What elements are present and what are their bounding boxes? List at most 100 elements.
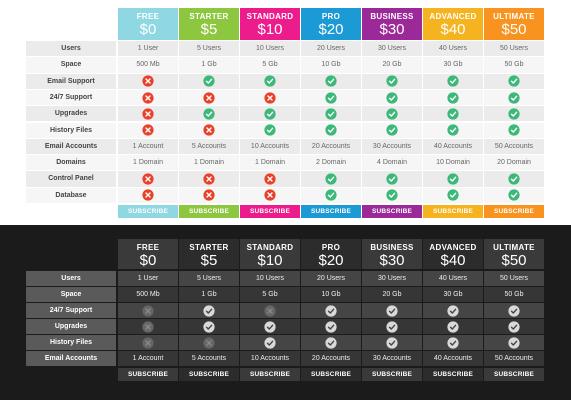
subscribe-button[interactable]: SUBSCRIBE [484, 205, 544, 218]
cross-icon [118, 106, 178, 122]
feature-label: Space [26, 57, 116, 73]
subscribe-button[interactable]: SUBSCRIBE [423, 205, 483, 218]
feature-row-upgrades: Upgrades [26, 106, 546, 122]
cross-icon [118, 187, 178, 203]
cross-icon [118, 335, 178, 350]
plan-price: $30 [379, 252, 405, 269]
subscribe-button[interactable]: SUBSCRIBE [362, 368, 422, 381]
feature-value: 10 Accounts [240, 138, 300, 155]
plan-header-starter: STARTER $5 [179, 8, 239, 40]
plan-name: PRO [321, 243, 341, 252]
check-icon [423, 89, 483, 106]
feature-row-users: Users 1 User 5 Users 10 Users 20 Users 30 Use… [26, 271, 546, 286]
feature-value: 50 Users [484, 41, 544, 57]
dark-pricing-table: FREE $0 STARTER $5 STANDARD $10 PRO $20 BUSINESS… [0, 225, 571, 400]
feature-row-space: Space 500 Mb 1 Gb 5 Gb 10 Gb 20 Gb 30 Gb 50 Gb [26, 57, 546, 73]
plan-name: BUSINESS [370, 12, 414, 21]
subscribe-button[interactable]: SUBSCRIBE [179, 205, 239, 218]
feature-label: Control Panel [26, 171, 116, 187]
feature-value: 500 Mb [118, 57, 178, 73]
cross-icon [118, 89, 178, 106]
feature-label: Upgrades [26, 319, 116, 334]
check-icon [484, 335, 544, 350]
feature-value: 20 Users [301, 271, 361, 286]
plan-price: $20 [318, 252, 344, 269]
plan-name: ULTIMATE [493, 243, 535, 252]
feature-label: Email Accounts [26, 351, 116, 366]
feature-row-users: Users 1 User 5 Users 10 Users 20 Users 30 Use… [26, 41, 546, 57]
subscribe-button[interactable]: SUBSCRIBE [301, 368, 361, 381]
feature-value: 30 Accounts [362, 138, 422, 155]
cross-icon [179, 89, 239, 106]
cross-icon [240, 89, 300, 106]
check-icon [240, 335, 300, 350]
feature-value: 5 Gb [240, 57, 300, 73]
check-icon [240, 319, 300, 334]
check-icon [423, 171, 483, 187]
subscribe-button[interactable]: SUBSCRIBE [118, 205, 178, 218]
feature-label: Users [26, 41, 116, 57]
feature-value: 500 Mb [118, 287, 178, 302]
plan-price: $5 [200, 21, 218, 38]
check-icon [362, 122, 422, 138]
feature-value: 30 Gb [423, 287, 483, 302]
feature-row-24-7-support: 24/7 Support [26, 303, 546, 318]
feature-value: 20 Gb [362, 287, 422, 302]
plan-price: $40 [440, 252, 466, 269]
check-icon [179, 73, 239, 89]
feature-row-control-panel: Control Panel [26, 171, 546, 187]
check-icon [423, 106, 483, 122]
plan-header-business: BUSINESS $30 [362, 8, 422, 40]
plan-header-starter: STARTER $5 [179, 239, 239, 269]
feature-value: 10 Gb [301, 57, 361, 73]
feature-label: Upgrades [26, 106, 116, 122]
subscribe-button[interactable]: SUBSCRIBE [240, 368, 300, 381]
cross-icon [179, 187, 239, 203]
cross-icon [240, 171, 300, 187]
feature-value: 40 Users [423, 41, 483, 57]
check-icon [362, 106, 422, 122]
feature-row-history-files: History Files [26, 335, 546, 350]
feature-row-24-7-support: 24/7 Support [26, 89, 546, 106]
check-icon [301, 106, 361, 122]
feature-value: 10 Domain [423, 155, 483, 171]
plan-price: $0 [139, 21, 157, 38]
feature-value: 10 Accounts [240, 351, 300, 366]
feature-value: 10 Users [240, 271, 300, 286]
subscribe-button[interactable]: SUBSCRIBE [362, 205, 422, 218]
plan-price: $20 [318, 21, 344, 38]
subscribe-button[interactable]: SUBSCRIBE [484, 368, 544, 381]
check-icon [240, 73, 300, 89]
plan-header-pro: PRO $20 [301, 8, 361, 40]
feature-label: Users [26, 271, 116, 286]
check-icon [423, 73, 483, 89]
cross-icon [118, 73, 178, 89]
feature-value: 40 Accounts [423, 351, 483, 366]
subscribe-button[interactable]: SUBSCRIBE [301, 205, 361, 218]
plan-price: $50 [501, 21, 527, 38]
check-icon [301, 187, 361, 203]
subscribe-button[interactable]: SUBSCRIBE [179, 368, 239, 381]
feature-value: 20 Domain [484, 155, 544, 171]
plan-name: FREE [136, 12, 160, 21]
check-icon [423, 303, 483, 318]
feature-value: 1 Account [118, 138, 178, 155]
feature-value: 5 Gb [240, 287, 300, 302]
feature-value: 1 Gb [179, 287, 239, 302]
feature-value: 50 Accounts [484, 138, 544, 155]
check-icon [484, 171, 544, 187]
subscribe-button[interactable]: SUBSCRIBE [118, 368, 178, 381]
plan-header-free: FREE $0 [118, 239, 178, 269]
feature-value: 2 Domain [301, 155, 361, 171]
cross-icon [179, 171, 239, 187]
feature-value: 50 Accounts [484, 351, 544, 366]
subscribe-button[interactable]: SUBSCRIBE [423, 368, 483, 381]
plan-header-ultimate: ULTIMATE $50 [484, 239, 544, 269]
plan-name: ADVANCED [429, 12, 477, 21]
subscribe-button[interactable]: SUBSCRIBE [240, 205, 300, 218]
check-icon [423, 187, 483, 203]
plan-name: STANDARD [246, 243, 294, 252]
feature-row-email-support: Email Support [26, 73, 546, 89]
check-icon [362, 171, 422, 187]
plan-price: $5 [200, 252, 218, 269]
